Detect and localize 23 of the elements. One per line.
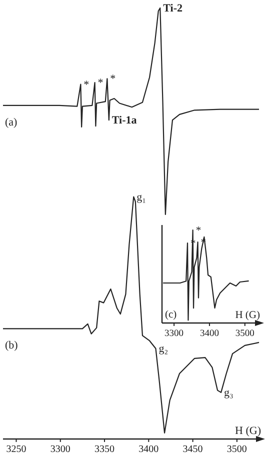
annotation: Ti-1a xyxy=(112,114,138,127)
annotation: (c) xyxy=(165,309,178,320)
x-tick-label: 3400 xyxy=(138,444,159,455)
x-tick-label: 3450 xyxy=(182,444,203,455)
annotation: * xyxy=(84,78,90,91)
x-axis-title: H (G) xyxy=(235,310,260,321)
x-tick-label: 3300 xyxy=(164,329,184,339)
x-tick-label: 3300 xyxy=(50,444,70,455)
annotation: g₁ xyxy=(136,191,146,204)
annotation: * xyxy=(110,73,116,86)
x-axis-title: H (G) xyxy=(235,425,262,437)
series-label: (a) xyxy=(5,116,18,128)
x-tick-label: 3350 xyxy=(94,444,115,455)
annotation: g₃ xyxy=(224,386,234,399)
x-tick-label: 3400 xyxy=(200,329,220,339)
annotation: Ti-2 xyxy=(163,2,183,15)
x-tick-label: 3500 xyxy=(235,329,255,339)
series-label: (b) xyxy=(5,340,18,352)
x-tick-label: 3250 xyxy=(6,444,26,455)
annotation: g₂ xyxy=(158,343,168,356)
x-tick-label: 3500 xyxy=(226,444,247,455)
annotation: * xyxy=(196,225,202,236)
annotation: * xyxy=(98,77,104,90)
